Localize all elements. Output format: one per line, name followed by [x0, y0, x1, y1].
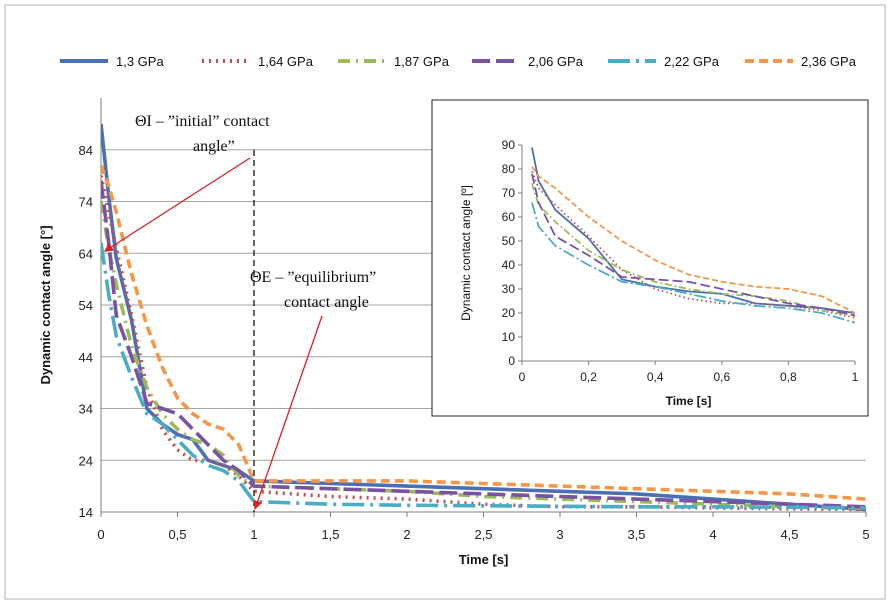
y-tick-label: 44 [79, 350, 93, 365]
inset-series-line-4 [531, 173, 855, 317]
inset-y-tick-label: 60 [502, 210, 516, 224]
legend-label: 2,22 GPa [664, 54, 720, 69]
inset-series-line-1 [531, 147, 855, 314]
x-tick-label: 3,5 [627, 527, 645, 542]
series-line-2 [101, 175, 866, 512]
y-tick-label: 64 [79, 246, 93, 261]
inset-y-tick-label: 90 [502, 138, 516, 152]
legend-label: 2,06 GPa [528, 54, 584, 69]
x-tick-label: 4,5 [780, 527, 798, 542]
annotation-initial-line2: angle” [193, 138, 235, 155]
inset-x-tick-label: 0,6 [713, 370, 730, 384]
inset-y-tick-label: 40 [502, 258, 516, 272]
y-tick-label: 54 [79, 298, 93, 313]
inset-series-line-5 [531, 202, 855, 324]
legend-label: 1,87 GPa [394, 54, 450, 69]
x-tick-label: 5 [862, 527, 869, 542]
x-tick-label: 3 [556, 527, 563, 542]
annotation-initial-line1: ΘI – ”initial” contact [135, 113, 270, 130]
annotation-equilibrium-line2: contact angle [284, 294, 369, 311]
annotations: ΘI – ”initial” contact angle” ΘE – ”equili… [103, 113, 376, 510]
y-tick-label: 24 [79, 453, 93, 468]
legend: 1,3 GPa 1,64 GPa 1,87 GPa 2,06 GPa 2,22 GPa 2… [60, 54, 857, 69]
annotation-initial-arrow [103, 157, 251, 252]
x-tick-label: 1,5 [321, 527, 339, 542]
annotation-equilibrium-line1: ΘE – ”equilibrium” [250, 269, 376, 286]
legend-entry: 2,22 GPa [608, 54, 720, 69]
inset-series-line-6 [531, 166, 855, 314]
legend-label: 2,36 GPa [801, 54, 857, 69]
main-plot: 14 24 34 44 54 64 74 84 0 0,5 1 1,5 2 2,5 3 3,5 4 4,5 5 Tim… [38, 98, 870, 567]
y-tick-label: 84 [79, 143, 93, 158]
x-tick-label: 0 [97, 527, 104, 542]
y-tick-label: 74 [79, 195, 93, 210]
inset-x-axis-title: Time [s] [666, 394, 712, 408]
x-axis-title: Time [s] [459, 552, 509, 567]
x-tick-label: 1 [250, 527, 257, 542]
inset-y-tick-label: 50 [502, 234, 516, 248]
inset-y-axis-title: Dynamic contact angle [º] [459, 185, 473, 321]
inset-y-tick-label: 10 [502, 330, 516, 344]
legend-entry: 1,87 GPa [338, 54, 450, 69]
y-tick-label: 34 [79, 402, 93, 417]
inset-frame [431, 99, 869, 417]
x-tick-label: 2,5 [474, 527, 492, 542]
inset-y-tick-label: 0 [508, 354, 515, 368]
inset-series-line-2 [531, 171, 855, 319]
inset-y-tick-label: 30 [502, 282, 516, 296]
inset-series-line-3 [531, 183, 855, 317]
inset-y-tick-label: 70 [502, 186, 516, 200]
y-tick-label: 14 [79, 505, 93, 520]
series-line-3 [101, 201, 866, 510]
inset-x-tick-label: 0,8 [780, 370, 797, 384]
x-tick-label: 0,5 [168, 527, 186, 542]
legend-entry: 2,36 GPa [745, 54, 857, 69]
legend-label: 1,64 GPa [258, 54, 314, 69]
series-line-6 [101, 164, 866, 501]
inset-x-tick-label: 0,4 [647, 370, 664, 384]
annotation-equilibrium-arrow [253, 315, 323, 510]
inset-x-tick-label: 0 [519, 370, 526, 384]
legend-entry: 1,64 GPa [202, 54, 314, 69]
inset-y-tick-label: 80 [502, 162, 516, 176]
legend-entry: 2,06 GPa [472, 54, 584, 69]
inset-x-tick-label: 1 [852, 370, 859, 384]
inset-x-tick-label: 0,2 [580, 370, 597, 384]
inset-plot: 0 10 20 30 40 50 60 70 80 90 0 0,2 0,4 0,6 0,8 1 Time [s… [431, 99, 869, 417]
y-axis-title: Dynamic contact angle [°] [38, 225, 53, 384]
inset-y-tick-label: 20 [502, 306, 516, 320]
x-tick-label: 2 [403, 527, 410, 542]
legend-entry: 1,3 GPa [60, 54, 164, 69]
series-line-4 [101, 180, 866, 509]
x-tick-label: 4 [709, 527, 716, 542]
legend-label: 1,3 GPa [116, 54, 164, 69]
